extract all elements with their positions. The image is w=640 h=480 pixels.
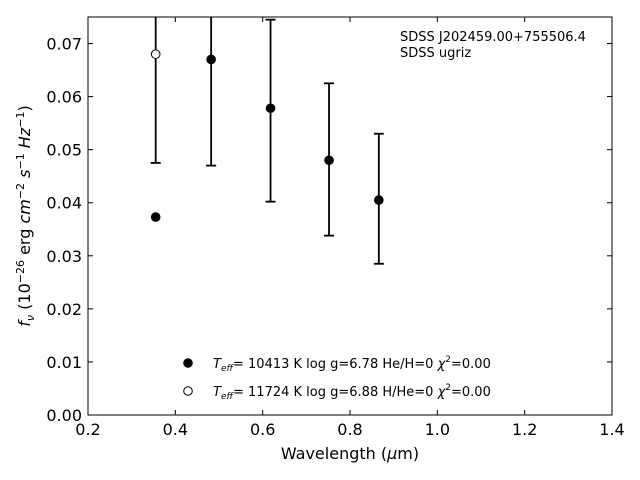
legend: Teff= 10413 K log g=6.78 He/H=0 χ2=0.00 T… bbox=[183, 355, 491, 402]
model-point-open bbox=[150, 49, 161, 59]
y-tick-label: 0.07 bbox=[46, 35, 82, 54]
y-tick-label: 0.02 bbox=[46, 300, 82, 319]
x-axis-label: Wavelength (μm) bbox=[281, 444, 419, 463]
axis-ticks: 0.2 0.4 0.6 0.8 1.0 1.2 1.4 0.00 0.01 0.02 0.03 0.0… bbox=[46, 17, 625, 439]
x-tick-label: 0.6 bbox=[250, 420, 275, 439]
legend-entry: Teff= 11724 K log g=6.88 H/He=0 χ2=0.00 bbox=[213, 383, 491, 402]
x-tick-label: 0.4 bbox=[163, 420, 188, 439]
legend-entry: Teff= 10413 K log g=6.78 He/H=0 χ2=0.00 bbox=[213, 355, 491, 374]
y-tick-label: 0.01 bbox=[46, 353, 82, 372]
y-tick-label: 0.06 bbox=[46, 88, 82, 107]
y-tick-label: 0.04 bbox=[46, 194, 82, 213]
x-tick-label: 1.4 bbox=[599, 420, 624, 439]
x-tick-label: 0.8 bbox=[337, 420, 362, 439]
y-tick-label: 0.00 bbox=[46, 406, 82, 425]
legend-marker bbox=[183, 358, 193, 368]
model-point-filled bbox=[374, 195, 384, 205]
model-point-filled bbox=[265, 103, 276, 114]
y-tick-label: 0.03 bbox=[46, 247, 82, 266]
x-tick-label: 0.2 bbox=[75, 420, 100, 439]
model-point-filled bbox=[206, 54, 216, 65]
y-axis-label: fν (10−26 erg cm−2 s−1 Hz−1) bbox=[14, 105, 37, 326]
plot-area bbox=[87, 16, 613, 416]
data-points bbox=[150, 49, 384, 222]
annotation-object-name: SDSS J202459.00+755506.4 bbox=[400, 30, 586, 45]
x-tick-label: 1.2 bbox=[512, 420, 537, 439]
legend-marker bbox=[183, 386, 193, 396]
model-point-filled bbox=[150, 212, 161, 222]
x-tick-label: 1.0 bbox=[425, 420, 450, 439]
model-point-filled bbox=[324, 155, 334, 166]
annotation-photometry: SDSS ugriz bbox=[400, 46, 471, 61]
y-tick-label: 0.05 bbox=[46, 141, 82, 160]
